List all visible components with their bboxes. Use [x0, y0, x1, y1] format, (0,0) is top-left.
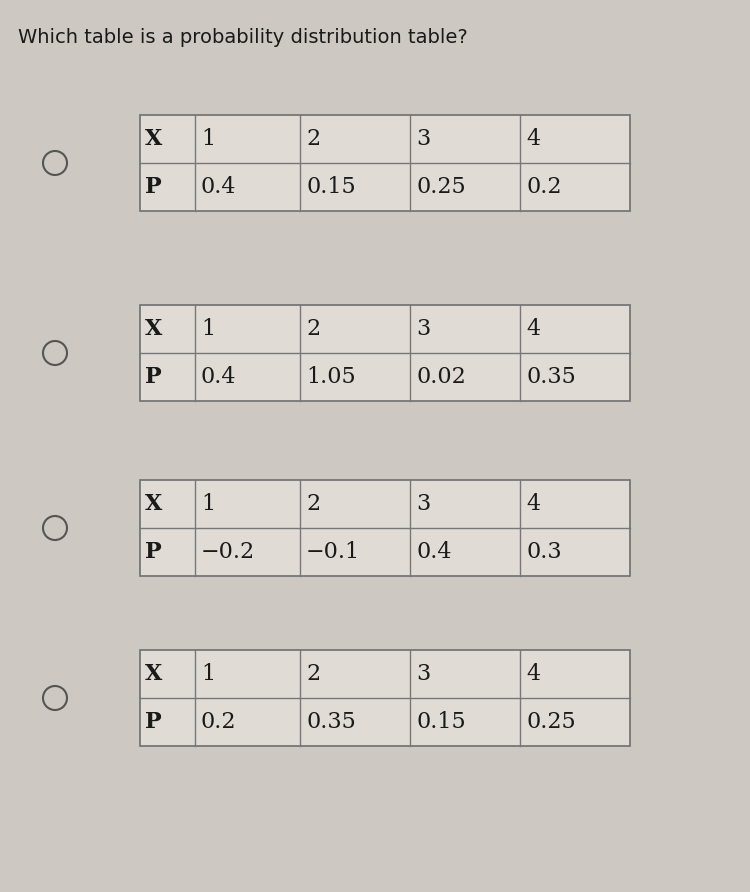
Text: 0.35: 0.35 [526, 366, 576, 388]
Text: 4: 4 [526, 493, 540, 515]
Text: 1: 1 [201, 493, 215, 515]
Text: 3: 3 [416, 663, 430, 685]
Text: 0.25: 0.25 [416, 176, 466, 198]
Text: −0.2: −0.2 [201, 541, 255, 563]
Text: 2: 2 [306, 493, 320, 515]
Text: −0.1: −0.1 [306, 541, 360, 563]
Text: 3: 3 [416, 493, 430, 515]
Text: 1: 1 [201, 318, 215, 340]
Text: X: X [145, 128, 162, 150]
Text: 2: 2 [306, 663, 320, 685]
Bar [140, 115, 630, 211]
Text: 4: 4 [526, 128, 540, 150]
Text: 0.3: 0.3 [526, 541, 562, 563]
Bar [140, 480, 630, 576]
Circle shape [43, 341, 67, 365]
Text: 2: 2 [306, 128, 320, 150]
Text: 0.2: 0.2 [201, 711, 236, 733]
Text: 0.35: 0.35 [306, 711, 356, 733]
Text: 1: 1 [201, 128, 215, 150]
Text: 0.4: 0.4 [201, 176, 236, 198]
Text: 4: 4 [526, 318, 540, 340]
Text: 0.15: 0.15 [416, 711, 466, 733]
Text: 0.02: 0.02 [416, 366, 466, 388]
Text: P: P [145, 366, 162, 388]
Text: 1: 1 [201, 663, 215, 685]
Circle shape [43, 516, 67, 540]
Text: 0.25: 0.25 [526, 711, 576, 733]
Circle shape [43, 151, 67, 175]
Text: 4: 4 [526, 663, 540, 685]
Text: X: X [145, 493, 162, 515]
Text: 0.4: 0.4 [201, 366, 236, 388]
Circle shape [43, 686, 67, 710]
Text: P: P [145, 711, 162, 733]
Text: 2: 2 [306, 318, 320, 340]
Text: 3: 3 [416, 318, 430, 340]
Text: X: X [145, 318, 162, 340]
Text: 1.05: 1.05 [306, 366, 356, 388]
Text: X: X [145, 663, 162, 685]
Text: 3: 3 [416, 128, 430, 150]
Text: 0.4: 0.4 [416, 541, 452, 563]
Text: P: P [145, 176, 162, 198]
Text: P: P [145, 541, 162, 563]
Text: 0.15: 0.15 [306, 176, 356, 198]
Text: Which table is a probability distribution table?: Which table is a probability distributio… [18, 28, 468, 47]
Bar [140, 650, 630, 746]
Text: 0.2: 0.2 [526, 176, 562, 198]
Bar [140, 305, 630, 401]
